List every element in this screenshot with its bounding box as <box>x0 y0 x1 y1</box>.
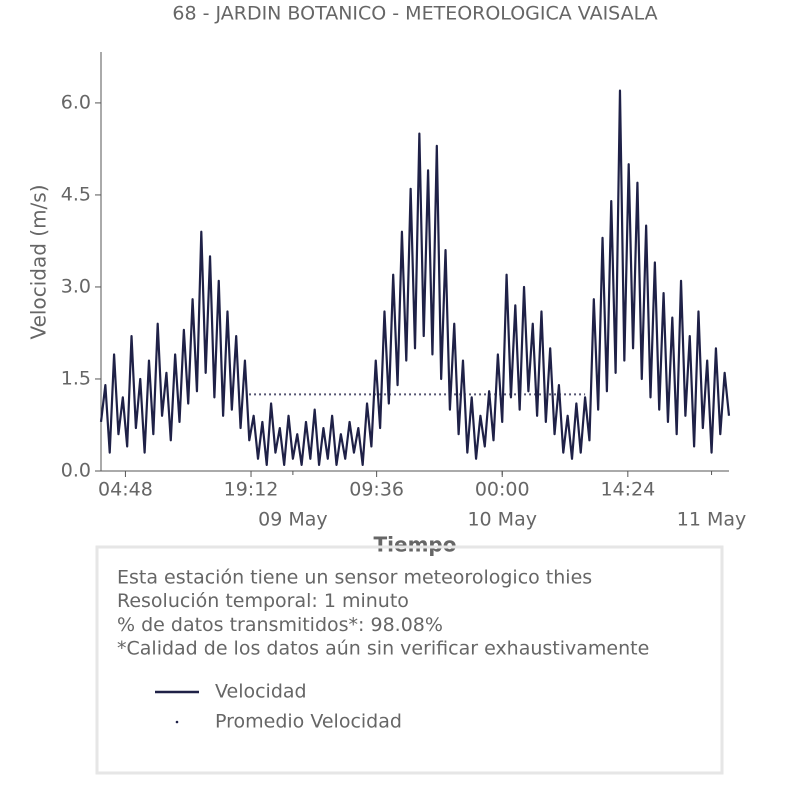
y-axis-label: Velocidad (m/s) <box>27 184 51 339</box>
x-tick-label: 09:36 <box>349 479 404 501</box>
info-text: *Calidad de los datos aún sin verificar … <box>117 638 649 660</box>
chart-title: 68 - JARDIN BOTANICO - METEOROLOGICA VAI… <box>172 3 657 25</box>
legend-box <box>95 545 724 775</box>
y-tick-label: 1.5 <box>61 367 91 389</box>
y-tick-label: 3.0 <box>61 275 91 297</box>
info-text: Esta estación tiene un sensor meteorolog… <box>117 567 592 589</box>
legend-label: Velocidad <box>215 681 307 703</box>
x-date-label: 11 May <box>677 509 747 531</box>
x-date-label: 09 May <box>258 509 328 531</box>
legend-label: Promedio Velocidad <box>215 711 402 733</box>
y-tick-label: 0.0 <box>61 460 91 482</box>
info-text: % de datos transmitidos*: 98.08% <box>117 614 443 636</box>
series-line <box>99 89 731 466</box>
x-date-label: 10 May <box>467 509 537 531</box>
x-tick-label: 00:00 <box>475 479 530 501</box>
y-tick-label: 6.0 <box>61 91 91 113</box>
x-tick-label: 19:12 <box>224 479 279 501</box>
info-text: Resolución temporal: 1 minuto <box>117 590 409 612</box>
x-tick-label: 14:24 <box>600 479 655 501</box>
x-tick-label: 04:48 <box>98 479 153 501</box>
y-tick-label: 4.5 <box>61 183 91 205</box>
x-axis-label: Tiempo <box>374 533 457 557</box>
legend-marker <box>175 720 179 724</box>
